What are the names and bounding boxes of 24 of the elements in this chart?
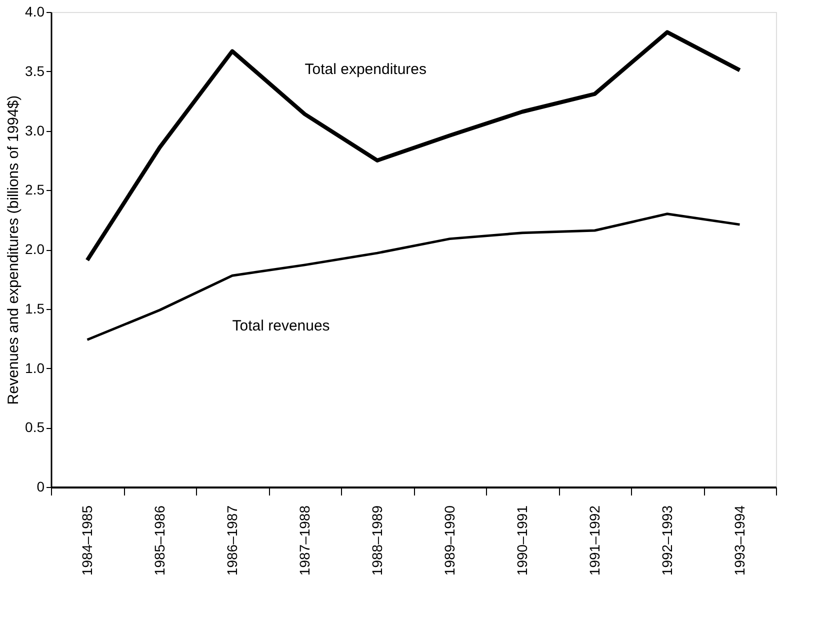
text: Total revenues — [232, 318, 330, 335]
x-tick-label: 1989–1990 — [441, 505, 458, 576]
y-tick-label: 2.0 — [25, 241, 45, 257]
x-tick-label: 1991–1992 — [586, 505, 602, 576]
y-tick-label: 0 — [36, 478, 45, 494]
x-tick-label: 1986–1987 — [224, 505, 240, 576]
x-tick-label: 1990–1991 — [514, 505, 530, 576]
line-series — [86, 212, 741, 341]
y-axis-title: Revenues and expenditures (billions of 1994$) — [5, 95, 22, 405]
y-tick-label: 3.0 — [25, 122, 45, 138]
x-tick-label: 1988–1989 — [368, 505, 385, 576]
x-tick-label: 1985–1986 — [151, 505, 168, 576]
y-tick-label: 1.5 — [25, 300, 45, 316]
y-tick-label: 3.5 — [25, 62, 45, 79]
series-label: Total expenditures — [304, 61, 426, 78]
y-tick-label: 2.5 — [25, 182, 45, 198]
y-tick-label: 0.5 — [25, 419, 45, 436]
x-tick-label: 1987–1988 — [296, 505, 312, 576]
x-tick-label: 1984–1985 — [78, 505, 95, 576]
y-tick-label: 1.0 — [25, 360, 45, 376]
line-series — [85, 30, 742, 262]
x-tick-label: 1993–1994 — [731, 505, 748, 576]
y-tick-label: 4.0 — [25, 4, 45, 20]
x-tick-label: 1992–1993 — [658, 505, 675, 576]
